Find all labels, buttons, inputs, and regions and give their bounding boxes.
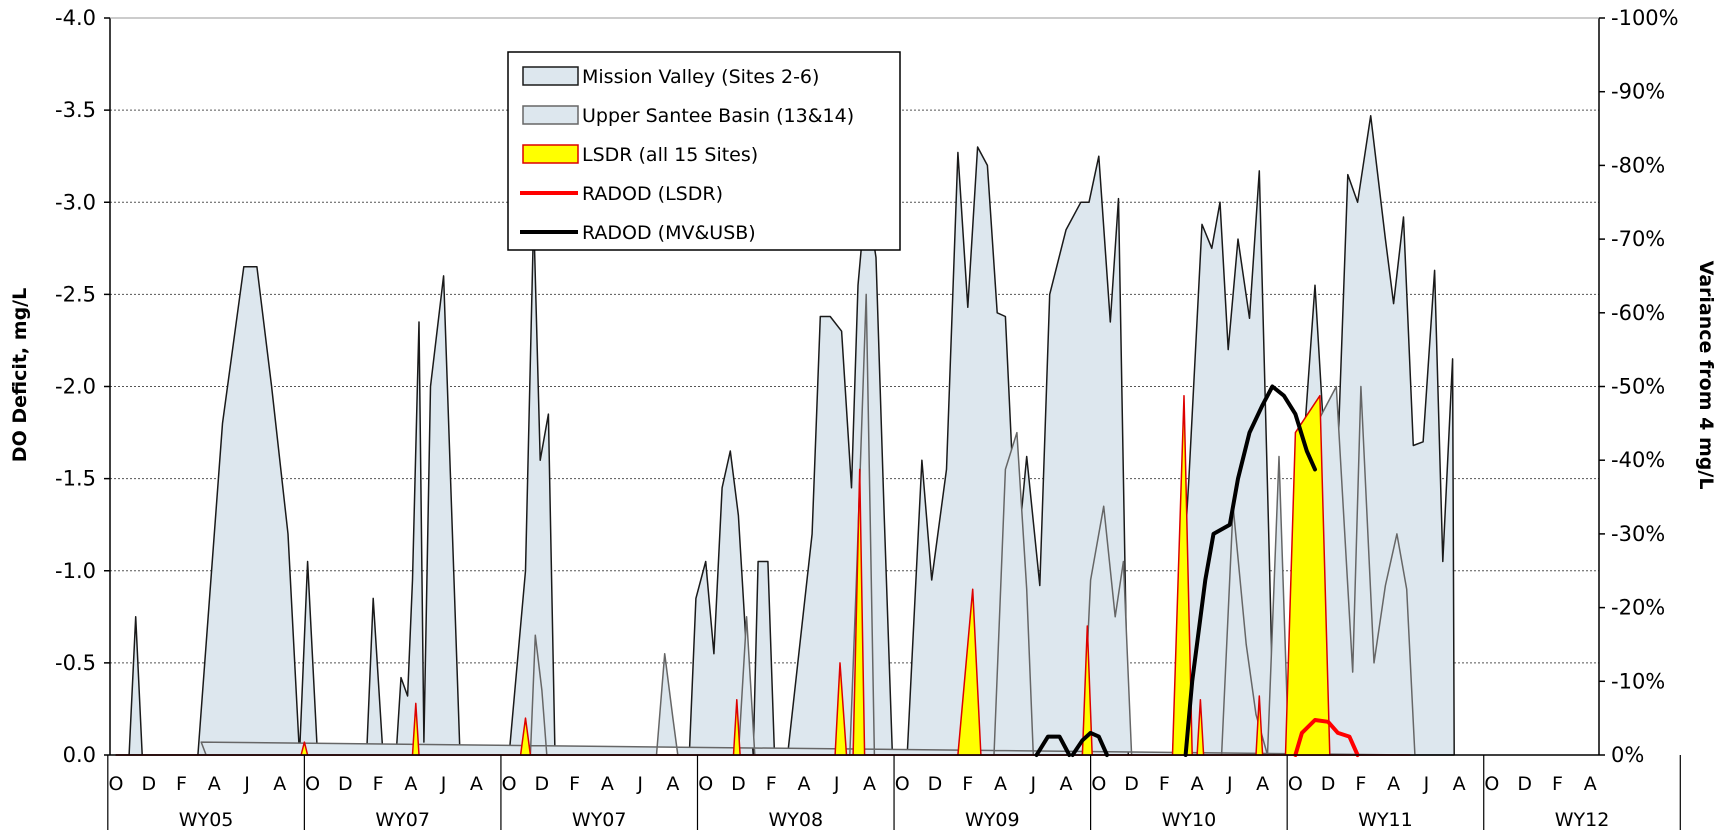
y2-tick-label: -20% bbox=[1611, 596, 1665, 620]
month-label: J bbox=[1226, 773, 1233, 795]
y-tick-label: -4.0 bbox=[55, 6, 96, 30]
month-label: A bbox=[1453, 773, 1466, 795]
month-label: D bbox=[141, 773, 156, 795]
month-label: D bbox=[1517, 773, 1532, 795]
wy-label: WY10 bbox=[1162, 809, 1217, 831]
legend-label: RADOD (LSDR) bbox=[582, 183, 723, 205]
month-label: O bbox=[1288, 773, 1303, 795]
month-label: A bbox=[666, 773, 679, 795]
legend-label: RADOD (MV&USB) bbox=[582, 222, 756, 244]
wy-label: WY11 bbox=[1358, 809, 1413, 831]
legend: Mission Valley (Sites 2-6) Upper Santee B… bbox=[507, 51, 901, 251]
month-label: A bbox=[273, 773, 286, 795]
month-label: A bbox=[1387, 773, 1400, 795]
y2-tick-label: -30% bbox=[1611, 522, 1665, 546]
y-tick-label: -1.0 bbox=[55, 559, 96, 583]
series-line-3-0 bbox=[1293, 718, 1360, 757]
month-label: J bbox=[636, 773, 643, 795]
wy-label: WY05 bbox=[179, 809, 234, 831]
y-tick-label: -3.5 bbox=[55, 98, 96, 122]
legend-label: LSDR (all 15 Sites) bbox=[582, 144, 758, 166]
wy-label: WY07 bbox=[572, 809, 627, 831]
month-label: F bbox=[962, 773, 973, 795]
month-label: J bbox=[833, 773, 840, 795]
month-label: A bbox=[1191, 773, 1204, 795]
month-label: F bbox=[1159, 773, 1170, 795]
wy-label: WY12 bbox=[1555, 809, 1610, 831]
month-label: A bbox=[1060, 773, 1073, 795]
y2-tick-label: -40% bbox=[1611, 448, 1665, 472]
y2-tick-label: -50% bbox=[1611, 375, 1665, 399]
series-line-4-1 bbox=[1070, 730, 1109, 757]
month-label: D bbox=[731, 773, 746, 795]
wy-label: WY08 bbox=[768, 809, 823, 831]
month-label: F bbox=[176, 773, 187, 795]
month-label: O bbox=[1484, 773, 1499, 795]
wy-label: WY07 bbox=[375, 809, 430, 831]
month-label: A bbox=[470, 773, 483, 795]
month-label: F bbox=[1355, 773, 1366, 795]
month-label: A bbox=[994, 773, 1007, 795]
month-label: D bbox=[1321, 773, 1336, 795]
legend-swatch bbox=[522, 105, 579, 125]
month-label: O bbox=[698, 773, 713, 795]
y2-axis-title: Variance from 4 mg/L bbox=[1695, 261, 1717, 490]
legend-label: Upper Santee Basin (13&14) bbox=[582, 105, 854, 127]
month-label: D bbox=[338, 773, 353, 795]
month-label: O bbox=[502, 773, 517, 795]
y2-tick-label: -90% bbox=[1611, 80, 1665, 104]
month-label: F bbox=[569, 773, 580, 795]
y-tick-label: -1.5 bbox=[55, 467, 96, 491]
series-line-4-0 bbox=[1034, 734, 1072, 757]
month-label: F bbox=[373, 773, 384, 795]
wy-label: WY09 bbox=[965, 809, 1020, 831]
month-label: F bbox=[766, 773, 777, 795]
legend-label: Mission Valley (Sites 2-6) bbox=[582, 66, 819, 88]
series-line-4-2 bbox=[1183, 384, 1317, 757]
y2-tick-label: -10% bbox=[1611, 669, 1665, 693]
y2-tick-label: -60% bbox=[1611, 301, 1665, 325]
y-tick-label: 0.0 bbox=[63, 743, 96, 767]
y-axis-title: DO Deficit, mg/L bbox=[9, 288, 31, 462]
legend-swatch bbox=[522, 66, 579, 86]
y2-tick-label: 0% bbox=[1611, 743, 1644, 767]
month-label: D bbox=[1124, 773, 1139, 795]
month-label: J bbox=[440, 773, 447, 795]
month-label: J bbox=[1423, 773, 1430, 795]
y-tick-label: -2.5 bbox=[55, 282, 96, 306]
axes: 0.0 -0.5 -1.0 -1.5 -2.0 -2.5 -3.0 -3.5 -4.0 0% -10… bbox=[55, 6, 1681, 831]
month-label: D bbox=[535, 773, 550, 795]
month-label: F bbox=[1552, 773, 1563, 795]
month-label: A bbox=[797, 773, 810, 795]
month-label: A bbox=[863, 773, 876, 795]
y-tick-label: -3.0 bbox=[55, 190, 96, 214]
month-label: O bbox=[305, 773, 320, 795]
month-label: J bbox=[1029, 773, 1036, 795]
y-tick-label: -2.0 bbox=[55, 375, 96, 399]
y2-tick-label: -70% bbox=[1611, 227, 1665, 251]
y2-tick-label: -80% bbox=[1611, 153, 1665, 177]
month-label: O bbox=[1091, 773, 1106, 795]
month-label: J bbox=[243, 773, 250, 795]
month-label: A bbox=[1256, 773, 1269, 795]
month-label: A bbox=[601, 773, 614, 795]
y-tick-label: -0.5 bbox=[55, 651, 96, 675]
month-label: D bbox=[928, 773, 943, 795]
month-label: O bbox=[895, 773, 910, 795]
month-label: A bbox=[404, 773, 417, 795]
month-label: A bbox=[1584, 773, 1597, 795]
series-group bbox=[115, 114, 1455, 757]
y2-tick-label: -100% bbox=[1611, 6, 1679, 30]
month-label: A bbox=[208, 773, 221, 795]
legend-swatch bbox=[522, 144, 579, 164]
month-label: O bbox=[109, 773, 124, 795]
